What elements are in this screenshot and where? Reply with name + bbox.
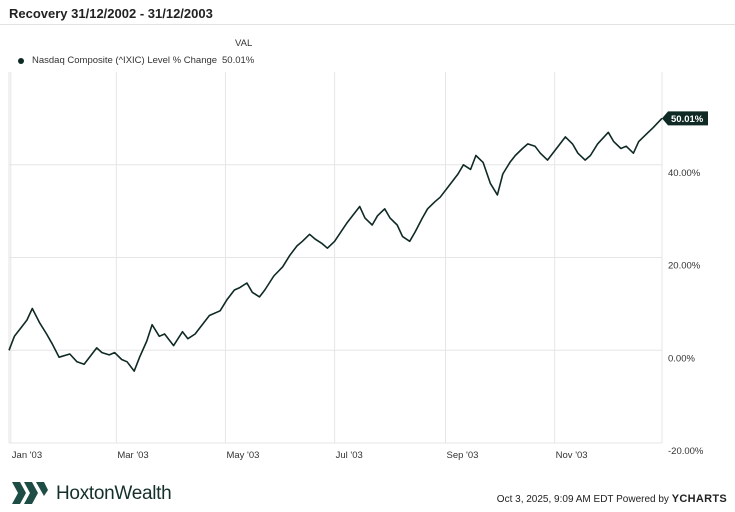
y-tick-label: -20.00% bbox=[668, 446, 704, 457]
chart-title: Recovery 31/12/2002 - 31/12/2003 bbox=[9, 6, 213, 21]
x-tick-label: Mar '03 bbox=[117, 450, 148, 461]
x-tick-label: Jan '03 bbox=[12, 450, 42, 461]
footer-attribution: Oct 3, 2025, 9:09 AM EDT Powered by YCHA… bbox=[497, 493, 727, 505]
x-tick-label: Nov '03 bbox=[556, 450, 588, 461]
end-value-badge bbox=[662, 111, 708, 126]
x-tick-label: May '03 bbox=[226, 450, 259, 461]
hoxton-mark-icon bbox=[12, 482, 48, 504]
title-divider bbox=[0, 24, 735, 25]
legend-series-name: Nasdaq Composite (^IXIC) Level % Change bbox=[32, 55, 218, 66]
legend-series-value: 50.01% bbox=[222, 55, 255, 66]
series-line bbox=[8, 117, 663, 372]
brand-name: HoxtonWealth bbox=[56, 483, 172, 504]
ycharts-name: CHARTS bbox=[679, 493, 727, 505]
x-tick-label: Sep '03 bbox=[447, 450, 479, 461]
end-value-label: 50.01% bbox=[671, 114, 704, 125]
y-tick-label: 0.00% bbox=[668, 353, 695, 364]
y-tick-label: 20.00% bbox=[668, 261, 701, 272]
ycharts-y-mark: Y bbox=[671, 493, 680, 505]
legend-value-header: VAL bbox=[235, 38, 253, 49]
ycharts-logo: YCHARTS bbox=[672, 493, 727, 505]
series-dot-icon bbox=[18, 58, 24, 64]
x-tick-label: Jul '03 bbox=[336, 450, 363, 461]
y-tick-label: 40.00% bbox=[668, 168, 701, 179]
footer-timestamp: Oct 3, 2025, 9:09 AM EDT Powered by bbox=[496, 494, 669, 505]
